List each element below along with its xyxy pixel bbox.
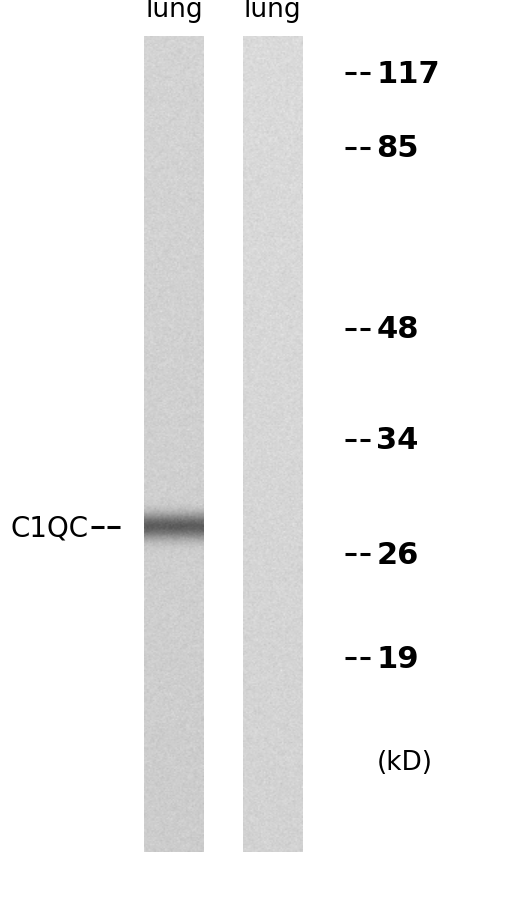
Text: 19: 19 bbox=[376, 644, 419, 673]
Text: 85: 85 bbox=[376, 134, 419, 163]
Text: 34: 34 bbox=[376, 426, 419, 455]
Text: (kD): (kD) bbox=[376, 750, 432, 775]
Text: 26: 26 bbox=[376, 540, 419, 569]
Text: lung: lung bbox=[145, 0, 203, 23]
Text: C1QC: C1QC bbox=[10, 513, 89, 542]
Text: 48: 48 bbox=[376, 315, 419, 344]
Text: 117: 117 bbox=[376, 60, 440, 88]
Text: lung: lung bbox=[243, 0, 302, 23]
